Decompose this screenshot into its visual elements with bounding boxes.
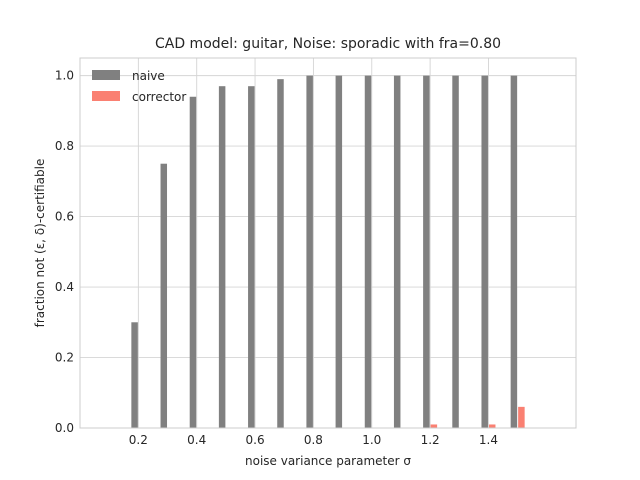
legend-swatch-naive (92, 70, 120, 80)
y-tick-label: 0.6 (55, 210, 74, 224)
x-tick-label: 1.2 (421, 433, 440, 447)
bar-naive-7 (335, 75, 343, 428)
bar-naive-0 (131, 322, 138, 428)
bars (131, 75, 525, 429)
y-tick-label: 1.0 (55, 69, 74, 83)
y-axis-label: fraction not (ε, δ)-certifiable (33, 159, 47, 328)
chart-title: CAD model: guitar, Noise: sporadic with … (155, 36, 501, 52)
legend-label-corrector: corrector (132, 90, 186, 104)
bar-naive-1 (160, 163, 168, 428)
y-tick-label: 0.4 (55, 280, 74, 294)
bar-naive-3 (218, 86, 226, 428)
bar-naive-6 (306, 75, 313, 428)
x-tick-label: 0.8 (304, 433, 323, 447)
plot-area (80, 58, 576, 428)
bar-naive-5 (277, 79, 284, 429)
bar-naive-12 (481, 75, 488, 428)
x-axis-label: noise variance parameter σ (245, 454, 411, 468)
bar-naive-11 (452, 75, 459, 428)
y-tick-label: 0.8 (55, 139, 74, 153)
x-tick-label: 0.4 (187, 433, 206, 447)
bar-corrector-13 (518, 406, 525, 428)
y-tick-label: 0.2 (55, 351, 74, 365)
x-tick-label: 1.0 (362, 433, 381, 447)
x-tick-label: 0.6 (246, 433, 265, 447)
legend-swatch-corrector (92, 91, 120, 101)
bar-naive-4 (248, 86, 255, 428)
plot-frame (79, 57, 577, 429)
bar-naive-10 (423, 75, 430, 428)
y-tick-label: 0.0 (55, 421, 74, 435)
bar-corrector-12 (488, 424, 496, 428)
bar-naive-13 (510, 75, 518, 428)
bar-corrector-10 (430, 424, 438, 428)
x-tick-label: 0.2 (129, 433, 148, 447)
legend-label-naive: naive (132, 69, 165, 83)
y-axis: 0.0 0.2 0.4 0.6 0.8 1.0 (55, 69, 74, 435)
bar-naive-8 (364, 75, 372, 428)
bar-naive-2 (189, 96, 197, 428)
x-tick-label: 1.4 (479, 433, 498, 447)
x-axis: 0.2 0.4 0.6 0.8 1.0 1.2 1.4 (129, 433, 498, 447)
bar-naive-9 (393, 75, 401, 428)
legend: naive corrector (92, 69, 186, 104)
